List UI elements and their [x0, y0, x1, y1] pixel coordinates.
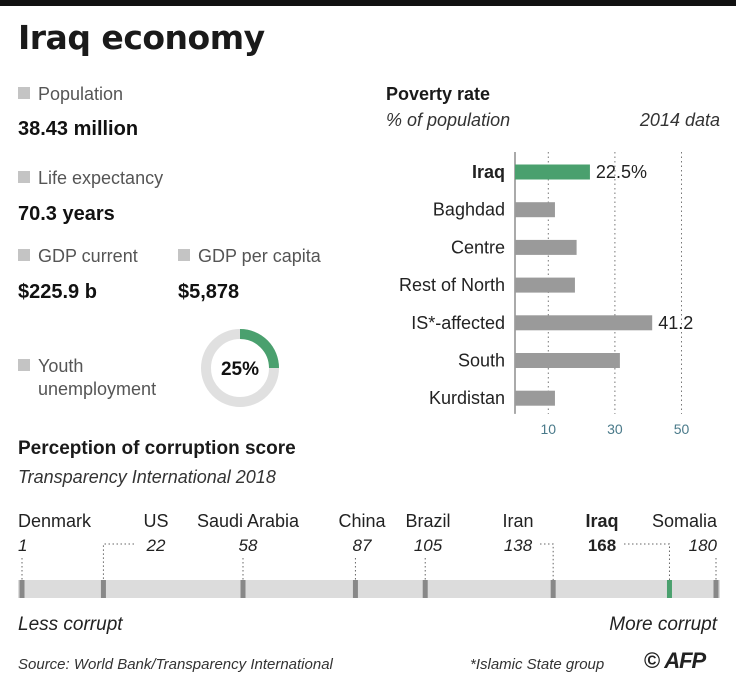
- poverty-chart-note: 2014 data: [639, 110, 720, 130]
- poverty-bar: [515, 202, 555, 218]
- corruption-track: [18, 580, 720, 598]
- poverty-chart-title: Poverty rate: [386, 84, 491, 104]
- poverty-bar: [515, 315, 653, 331]
- poverty-category-label: IS*-affected: [411, 313, 505, 333]
- donut-value-label: 25%: [221, 359, 259, 380]
- life-expectancy-label: Life expectancy: [18, 168, 163, 189]
- source-note: Source: World Bank/Transparency Internat…: [18, 656, 333, 673]
- corruption-rank-label: 87: [353, 536, 372, 555]
- population-value: 38.43 million: [18, 118, 139, 140]
- corruption-chart-subtitle: Transparency International 2018: [18, 467, 276, 487]
- poverty-bar: [515, 353, 620, 368]
- corruption-country-label: Saudi Arabia: [197, 511, 300, 531]
- poverty-chart-subtitle: % of population: [386, 110, 511, 130]
- corruption-rank-marker: [550, 580, 556, 598]
- afp-logo-text: AFP: [664, 648, 706, 673]
- top-rule: [0, 0, 736, 6]
- poverty-bar: [515, 277, 575, 293]
- youth-unemployment-label: Youth unemployment: [18, 355, 156, 401]
- gdp-per-capita-value: $5,878: [178, 281, 240, 303]
- gdp-current-label: GDP current: [18, 246, 138, 267]
- poverty-value-label: 41.2: [658, 313, 693, 333]
- page-title: Iraq economy: [18, 18, 265, 57]
- corruption-rank-marker: [666, 580, 672, 598]
- corruption-rank-marker: [100, 580, 106, 598]
- donut-arc: [239, 329, 279, 369]
- poverty-bar: [515, 390, 555, 406]
- youth-unemployment-donut: 25%: [201, 329, 279, 407]
- youth-unemployment-marker-icon: [18, 359, 30, 371]
- corruption-rank-marker: [422, 580, 428, 598]
- poverty-category-label: Kurdistan: [429, 388, 505, 408]
- poverty-bar: [515, 164, 590, 180]
- corruption-country-label: Iran: [502, 511, 533, 531]
- corruption-country-label: US: [143, 511, 168, 531]
- corruption-chart-title: Perception of corruption score: [18, 438, 296, 459]
- gdp-current-marker-icon: [18, 249, 30, 261]
- corruption-leader-line: [540, 543, 554, 580]
- more-corrupt-label: More corrupt: [609, 614, 717, 635]
- corruption-leader-line: [102, 543, 134, 580]
- corruption-rank-label: 180: [689, 536, 718, 555]
- corruption-rank-label: 22: [146, 536, 166, 555]
- corruption-rank-marker: [19, 580, 25, 598]
- corruption-country-label: Somalia: [652, 511, 718, 531]
- poverty-category-label: Centre: [451, 237, 505, 257]
- copyright-icon: ©: [644, 648, 661, 673]
- population-label: Population: [18, 84, 123, 105]
- corruption-country-label: China: [338, 511, 386, 531]
- corruption-country-label: Denmark: [18, 511, 92, 531]
- poverty-category-label: Rest of North: [399, 275, 505, 295]
- poverty-category-label: Iraq: [472, 162, 505, 182]
- corruption-leader-line: [624, 543, 670, 580]
- corruption-rank-label: 138: [504, 536, 533, 555]
- gdp-per-capita-marker-icon: [178, 249, 190, 261]
- poverty-category-label: Baghdad: [433, 200, 505, 220]
- life-expectancy-value: 70.3 years: [18, 203, 115, 225]
- poverty-bar-chart: 10 30 50 Iraq 22.5% Baghdad Centre Rest of Nort…: [399, 152, 693, 437]
- corruption-country-label: Iraq: [585, 511, 618, 531]
- poverty-bar: [515, 239, 577, 255]
- afp-logo: © AFP: [644, 648, 706, 674]
- corruption-rank-label: 58: [239, 536, 258, 555]
- poverty-x-tick-label: 30: [607, 421, 623, 437]
- less-corrupt-label: Less corrupt: [18, 614, 123, 635]
- corruption-rank-label: 1: [18, 536, 27, 555]
- poverty-x-tick-label: 50: [674, 421, 690, 437]
- footnote: *Islamic State group: [470, 656, 605, 673]
- poverty-category-label: South: [458, 351, 505, 371]
- gdp-current-value: $225.9 b: [18, 281, 97, 303]
- poverty-x-tick-label: 10: [541, 421, 557, 437]
- population-marker-icon: [18, 87, 30, 99]
- corruption-rank-marker: [240, 580, 246, 598]
- corruption-rank-chart: Denmark 1 US 22 Saudi Arabia 58 China 87 Brazil 1…: [18, 511, 720, 635]
- corruption-rank-marker: [713, 580, 719, 598]
- life-expectancy-marker-icon: [18, 171, 30, 183]
- gdp-per-capita-label: GDP per capita: [178, 246, 321, 267]
- corruption-rank-marker: [352, 580, 358, 598]
- corruption-rank-label: 168: [588, 536, 616, 555]
- corruption-rank-label: 105: [414, 536, 443, 555]
- poverty-value-label: 22.5%: [596, 162, 647, 182]
- corruption-country-label: Brazil: [405, 511, 450, 531]
